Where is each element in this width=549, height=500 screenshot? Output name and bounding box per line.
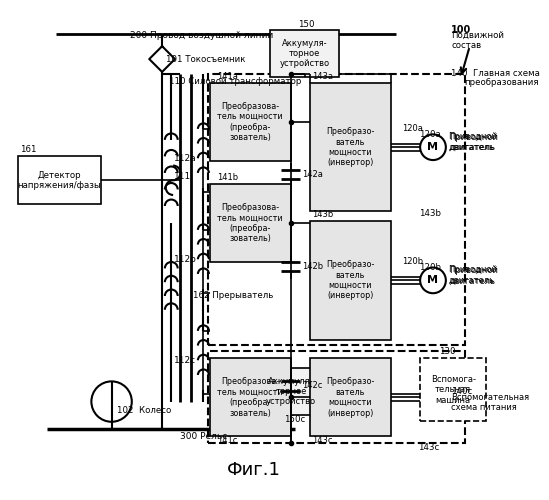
Bar xyxy=(208,74,465,344)
Bar xyxy=(210,358,290,436)
Text: 112c: 112c xyxy=(174,356,196,365)
Text: 150c: 150c xyxy=(284,416,305,424)
Text: 142b: 142b xyxy=(302,262,324,271)
Text: Преобразова-
тель мощности
(преобра-
зователь): Преобразова- тель мощности (преобра- зов… xyxy=(217,203,283,243)
Text: 143c: 143c xyxy=(418,443,440,452)
Text: Приводной
двигатель: Приводной двигатель xyxy=(450,133,498,152)
Text: Приводной
двигатель: Приводной двигатель xyxy=(450,266,498,285)
Bar xyxy=(210,184,290,262)
Text: 142c: 142c xyxy=(302,382,323,390)
Text: 120b: 120b xyxy=(402,258,423,266)
Text: Преобразова-
тель мощности
(преобра-
зователь): Преобразова- тель мощности (преобра- зов… xyxy=(217,378,283,418)
Bar xyxy=(310,358,391,436)
Text: 143c: 143c xyxy=(312,436,332,444)
Text: 141a: 141a xyxy=(217,72,238,81)
Text: Аккумуля-
торное
устройство: Аккумуля- торное устройство xyxy=(280,38,330,68)
Text: M: M xyxy=(428,142,439,152)
Text: 143b: 143b xyxy=(312,210,333,218)
Text: 140  Главная схема: 140 Главная схема xyxy=(451,69,540,78)
Text: 111: 111 xyxy=(174,172,191,181)
Text: 130: 130 xyxy=(439,346,456,356)
Text: Детектор
напряжения/фазы: Детектор напряжения/фазы xyxy=(18,170,101,190)
Bar xyxy=(18,156,100,204)
Circle shape xyxy=(420,268,446,293)
Text: Преобразо-
ватель
мощности
(инвертор): Преобразо- ватель мощности (инвертор) xyxy=(326,127,374,168)
Text: 102  Колесо: 102 Колесо xyxy=(117,406,171,415)
Text: 143a: 143a xyxy=(312,72,333,81)
Text: 162 Прерыватель: 162 Прерыватель xyxy=(193,292,274,300)
Text: Вспомогательная
схема питания: Вспомогательная схема питания xyxy=(451,393,529,412)
Text: 120a: 120a xyxy=(419,130,441,139)
Text: 120a: 120a xyxy=(402,124,423,134)
Circle shape xyxy=(420,134,446,160)
Bar xyxy=(310,83,391,212)
Text: 101 Токосъемник: 101 Токосъемник xyxy=(166,54,245,64)
Text: Преобразо-
ватель
мощности
(инвертор): Преобразо- ватель мощности (инвертор) xyxy=(326,260,374,300)
Text: 120b: 120b xyxy=(419,263,441,272)
Text: Приводной
двигатель: Приводной двигатель xyxy=(449,265,497,284)
Text: 150: 150 xyxy=(298,20,314,28)
Text: 112a: 112a xyxy=(174,154,197,162)
Text: 110 Силовой трансформатор: 110 Силовой трансформатор xyxy=(170,76,302,86)
Text: 141b: 141b xyxy=(217,173,238,182)
Bar xyxy=(420,358,486,421)
Text: 143b: 143b xyxy=(419,209,441,218)
Bar xyxy=(208,351,465,443)
Text: Преобразова-
тель мощности
(преобра-
зователь): Преобразова- тель мощности (преобра- зов… xyxy=(217,102,283,142)
Text: Подвижной
состав: Подвижной состав xyxy=(451,31,505,50)
Text: 141c: 141c xyxy=(217,436,238,444)
Text: 142a: 142a xyxy=(302,170,323,179)
Text: Аккумуля-
торное
устройство: Аккумуля- торное устройство xyxy=(266,376,316,406)
Text: преобразования: преобразования xyxy=(464,78,539,88)
Text: 200 Провод воздушной линии: 200 Провод воздушной линии xyxy=(130,30,273,40)
Bar xyxy=(271,30,339,78)
Bar xyxy=(210,83,290,161)
Text: M: M xyxy=(428,276,439,285)
Text: Преобразо-
ватель
мощности
(инвертор): Преобразо- ватель мощности (инвертор) xyxy=(326,378,374,418)
Bar xyxy=(310,220,391,340)
Bar xyxy=(257,368,326,416)
Text: Фиг.1: Фиг.1 xyxy=(227,462,281,479)
Text: 100: 100 xyxy=(451,24,472,34)
Text: 161: 161 xyxy=(20,144,36,154)
Text: 300 Рельс: 300 Рельс xyxy=(181,432,228,441)
Text: Вспомога-
тельная
машина: Вспомога- тельная машина xyxy=(431,374,475,404)
Text: 112b: 112b xyxy=(174,254,197,264)
Text: 140c: 140c xyxy=(451,387,473,396)
Text: Приводной
двигатель: Приводной двигатель xyxy=(449,132,497,152)
